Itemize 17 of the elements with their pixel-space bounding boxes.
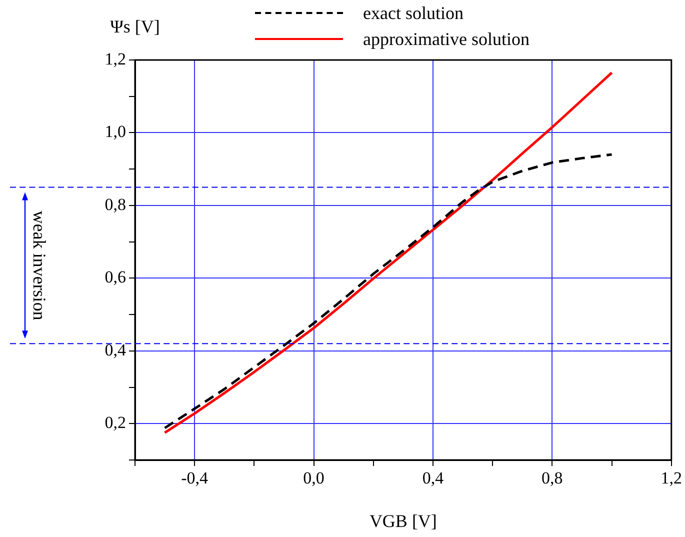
- legend-label: exact solution: [363, 2, 464, 24]
- x-tick-label: 0,4: [422, 468, 444, 488]
- text: weak inversion: [29, 210, 50, 320]
- y-tick-label: 0,2: [104, 413, 126, 432]
- y-axis-title: Ψs [V]: [110, 16, 160, 37]
- x-axis-title: VGB [V]: [369, 510, 437, 531]
- line-series: [164, 153, 614, 430]
- y-tick-label: 0,8: [104, 194, 126, 214]
- x-tick-label: 0,0: [303, 468, 324, 488]
- y-tick-label: 1,0: [104, 122, 126, 142]
- y-tick-label: 0,4: [104, 340, 126, 360]
- y-tick-label: 1,2: [104, 49, 126, 68]
- x-tick-label: 1,2: [660, 468, 682, 488]
- x-tick-label: -0,4: [181, 468, 209, 488]
- legend-label: approximative solution: [363, 28, 530, 50]
- x-tick-label: 0,8: [542, 468, 563, 488]
- y-tick-label: 0,6: [104, 268, 126, 287]
